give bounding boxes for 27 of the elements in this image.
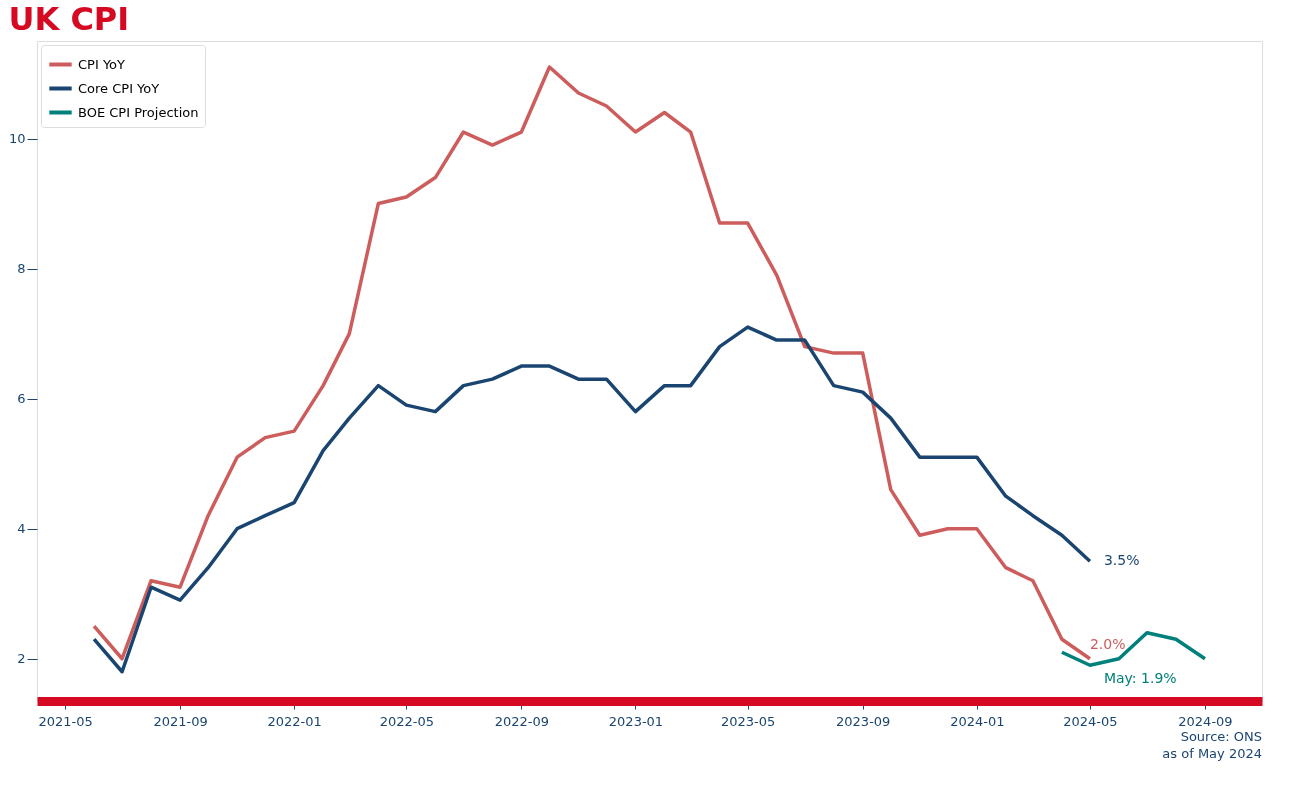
source-note: Source: ONS <box>1180 729 1262 744</box>
annotation: May: 1.9% <box>1103 670 1177 687</box>
line-series <box>1060 630 1207 667</box>
x-tick-label: 2022-01 <box>267 713 322 729</box>
legend-label: BOE CPI Projection <box>78 104 199 120</box>
chart-title: UK CPI <box>8 0 130 38</box>
x-tick-label: 2023-01 <box>608 713 664 729</box>
y-tick-label: 8 <box>17 261 26 277</box>
line-series <box>92 325 1092 674</box>
x-tick-label: 2024-01 <box>950 713 1005 729</box>
annotation: 3.5% <box>1103 552 1140 569</box>
x-tick-label: 2023-09 <box>836 713 891 729</box>
y-tick-label: 2 <box>17 651 26 667</box>
x-tick-label: 2021-09 <box>153 713 208 729</box>
x-tick-label: 2022-09 <box>494 713 550 729</box>
x-tick-label: 2021-05 <box>38 713 93 729</box>
x-tick-label: 2024-09 <box>1178 713 1233 729</box>
legend-label: Core CPI YoY <box>78 80 160 96</box>
x-tick-label: 2022-05 <box>379 713 435 729</box>
x-tick-label: 2024-05 <box>1063 713 1118 729</box>
annotation: 2.0% <box>1089 635 1126 652</box>
text: as of May 2024 <box>1162 746 1262 761</box>
y-tick-label: 10 <box>8 131 26 147</box>
y-tick-label: 4 <box>17 521 26 537</box>
legend-label: CPI YoY <box>78 56 126 72</box>
x-tick-label: 2023-05 <box>721 713 776 729</box>
y-tick-label: 6 <box>17 391 26 407</box>
